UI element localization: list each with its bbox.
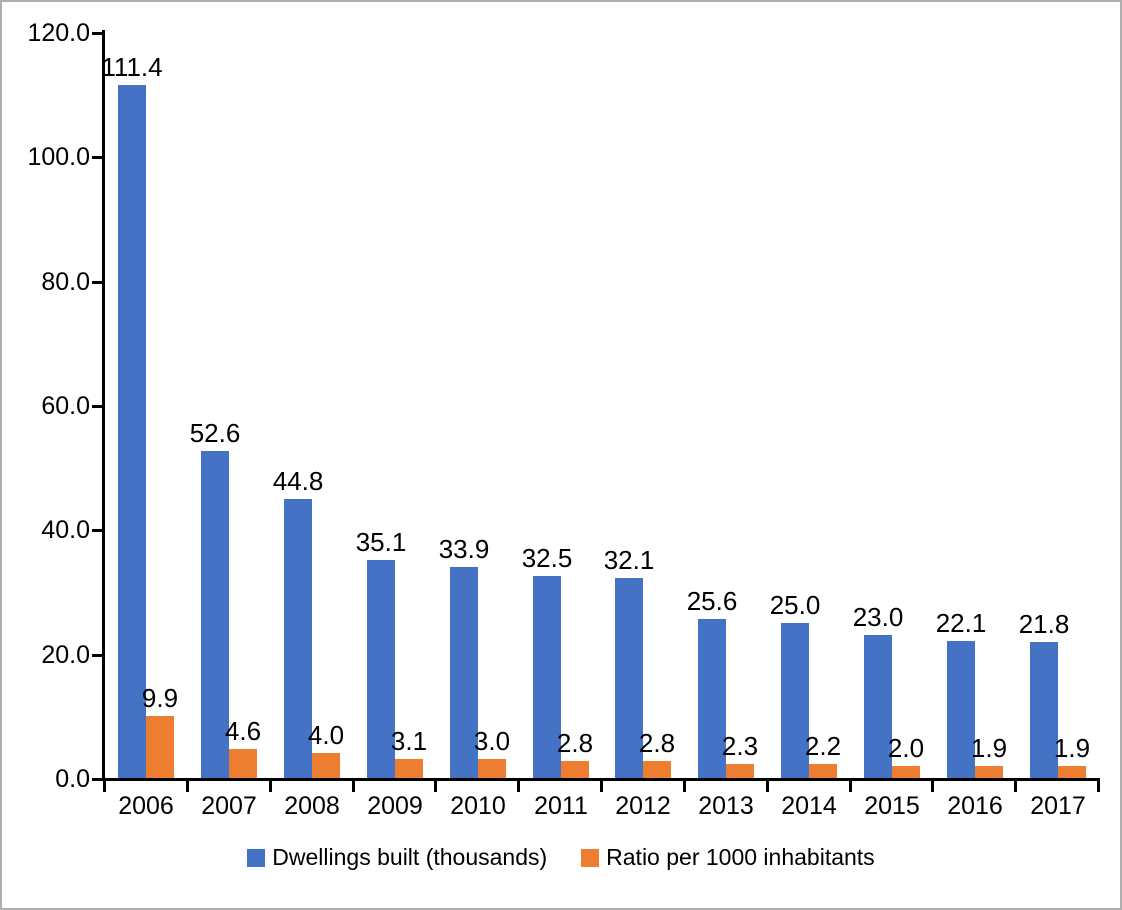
legend-swatch-ratio-icon <box>581 848 600 867</box>
bar-data-label: 111.4 <box>101 52 163 82</box>
x-axis-category-label: 2014 <box>781 792 837 820</box>
x-axis-tick <box>186 778 189 792</box>
bar-data-label: 35.1 <box>355 527 407 557</box>
legend-label-dwellings: Dwellings built (thousands) <box>272 844 548 870</box>
bar-data-label: 4.6 <box>224 716 262 746</box>
bar-data-label: 32.1 <box>603 545 655 575</box>
y-axis-tick-label: 120.0 <box>27 19 90 47</box>
bar-ratio-2008 <box>312 753 340 778</box>
bar-data-label: 2.8 <box>638 728 676 758</box>
bar-data-label: 4.0 <box>307 720 345 750</box>
y-axis-tick-label: 0.0 <box>55 765 90 793</box>
y-axis-tick <box>92 281 102 284</box>
x-axis-tick <box>103 778 106 792</box>
bar-data-label: 9.9 <box>141 683 179 713</box>
bar-dwellings-2006 <box>118 85 146 778</box>
y-axis-tick-label: 40.0 <box>41 516 90 544</box>
bar-dwellings-2014 <box>781 623 809 778</box>
x-axis-category-label: 2008 <box>284 792 340 820</box>
x-axis-tick <box>766 778 769 792</box>
x-axis-category-label: 2006 <box>118 792 174 820</box>
legend-item-dwellings: Dwellings built (thousands) <box>247 844 547 871</box>
bar-data-label: 3.1 <box>390 726 428 756</box>
x-axis-category-label: 2010 <box>450 792 506 820</box>
y-axis-tick-label: 60.0 <box>41 392 90 420</box>
legend-swatch-dwellings-icon <box>247 848 266 867</box>
bar-dwellings-2011 <box>533 576 561 778</box>
bar-data-label: 23.0 <box>852 602 904 632</box>
x-axis-tick <box>434 778 437 792</box>
bar-dwellings-2013 <box>698 619 726 778</box>
x-axis-tick <box>600 778 603 792</box>
x-axis-tick <box>517 778 520 792</box>
x-axis-category-label: 2016 <box>947 792 1003 820</box>
y-axis-tick <box>92 529 102 532</box>
bar-data-label: 21.8 <box>1018 609 1070 639</box>
y-axis-tick <box>92 654 102 657</box>
bar-ratio-2014 <box>809 764 837 778</box>
bar-ratio-2007 <box>229 749 257 778</box>
bar-data-label: 32.5 <box>521 543 573 573</box>
bar-data-label: 2.0 <box>887 733 925 763</box>
bar-dwellings-2008 <box>284 499 312 778</box>
x-axis-category-label: 2012 <box>615 792 671 820</box>
x-axis-category-label: 2009 <box>367 792 423 820</box>
y-axis-tick-label: 100.0 <box>27 143 90 171</box>
legend-label-ratio: Ratio per 1000 inhabitants <box>606 844 875 870</box>
bar-ratio-2011 <box>561 761 589 778</box>
x-axis-tick <box>1014 778 1017 792</box>
bar-data-label: 22.1 <box>935 608 987 638</box>
bar-ratio-2012 <box>643 761 671 778</box>
legend-item-ratio: Ratio per 1000 inhabitants <box>581 844 875 871</box>
x-axis-category-label: 2015 <box>864 792 920 820</box>
y-axis-tick <box>92 778 102 781</box>
bar-data-label: 25.0 <box>769 590 821 620</box>
bar-dwellings-2012 <box>615 578 643 778</box>
y-axis-tick-label: 80.0 <box>41 268 90 296</box>
legend: Dwellings built (thousands) Ratio per 10… <box>2 844 1120 871</box>
x-axis-category-label: 2013 <box>698 792 754 820</box>
bar-dwellings-2016 <box>947 641 975 778</box>
bar-data-label: 25.6 <box>686 586 738 616</box>
y-axis-line <box>102 30 105 781</box>
bar-dwellings-2007 <box>201 451 229 778</box>
bar-data-label: 1.9 <box>970 733 1008 763</box>
bar-data-label: 2.2 <box>804 731 842 761</box>
bar-ratio-2016 <box>975 766 1003 778</box>
bar-ratio-2015 <box>892 766 920 778</box>
bar-data-label: 52.6 <box>189 418 241 448</box>
bar-data-label: 33.9 <box>438 534 490 564</box>
bar-data-label: 2.3 <box>721 731 759 761</box>
x-axis-tick <box>1097 778 1100 792</box>
x-axis-category-label: 2007 <box>201 792 257 820</box>
bar-data-label: 44.8 <box>272 466 324 496</box>
bar-ratio-2017 <box>1058 766 1086 778</box>
x-axis-tick <box>683 778 686 792</box>
y-axis-tick-label: 20.0 <box>41 641 90 669</box>
bar-ratio-2006 <box>146 716 174 778</box>
bar-data-label: 1.9 <box>1053 733 1091 763</box>
y-axis-tick <box>92 405 102 408</box>
bar-dwellings-2015 <box>864 635 892 778</box>
y-axis-tick <box>92 32 102 35</box>
x-axis-category-label: 2011 <box>534 792 588 820</box>
bar-data-label: 3.0 <box>473 726 511 756</box>
x-axis-category-label: 2017 <box>1030 792 1086 820</box>
x-axis-tick <box>269 778 272 792</box>
bar-ratio-2010 <box>478 759 506 778</box>
bar-dwellings-2010 <box>450 567 478 778</box>
x-axis-tick <box>849 778 852 792</box>
y-axis-tick <box>92 156 102 159</box>
x-axis-tick <box>352 778 355 792</box>
x-axis-tick <box>931 778 934 792</box>
bar-ratio-2009 <box>395 759 423 778</box>
bar-data-label: 2.8 <box>556 728 594 758</box>
bar-dwellings-2017 <box>1030 642 1058 778</box>
bar-ratio-2013 <box>726 764 754 778</box>
bar-dwellings-2009 <box>367 560 395 778</box>
